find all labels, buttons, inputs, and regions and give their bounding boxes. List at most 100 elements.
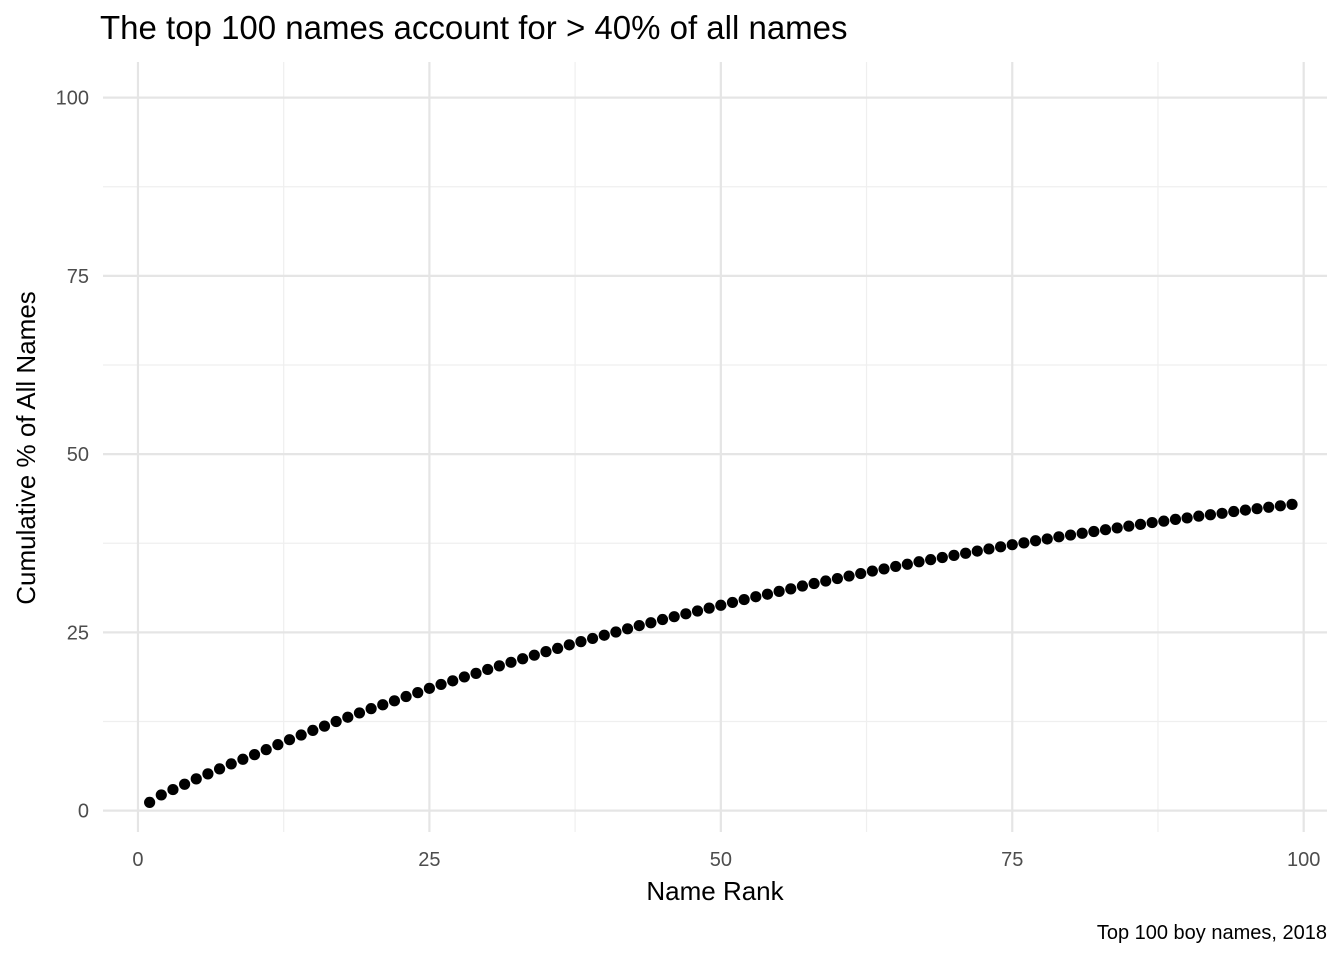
data-point	[890, 560, 902, 573]
data-point	[342, 711, 354, 723]
data-point	[866, 565, 878, 577]
data-point	[167, 783, 179, 796]
data-point	[633, 619, 645, 632]
data-point	[761, 588, 774, 600]
x-tick-label: 25	[418, 849, 440, 871]
data-point	[913, 556, 925, 568]
data-point	[575, 636, 587, 648]
data-point	[470, 667, 482, 679]
data-point	[528, 649, 540, 661]
data-point	[1006, 539, 1018, 551]
data-point	[552, 642, 564, 655]
x-tick-label: 0	[132, 849, 143, 871]
data-point	[1251, 503, 1263, 515]
data-point	[1123, 520, 1135, 532]
data-point	[621, 623, 634, 635]
data-point	[1076, 527, 1088, 539]
data-point	[482, 663, 494, 676]
y-tick-label: 0	[78, 801, 89, 823]
data-point	[388, 695, 401, 707]
chart-caption: Top 100 boy names, 2018	[1097, 922, 1327, 944]
data-point	[505, 656, 517, 668]
data-point	[995, 541, 1007, 553]
data-point	[855, 567, 867, 580]
data-points	[144, 498, 1298, 809]
data-point	[785, 583, 797, 595]
data-point	[750, 591, 762, 603]
data-point	[703, 602, 715, 614]
data-point	[493, 660, 505, 672]
data-point	[1029, 535, 1042, 547]
data-point	[656, 613, 669, 626]
data-point	[1053, 531, 1065, 543]
data-point	[738, 593, 750, 606]
data-point	[1111, 522, 1123, 534]
data-point	[901, 558, 913, 570]
x-tick-label: 75	[1001, 849, 1023, 871]
data-point	[179, 778, 191, 790]
data-point	[377, 699, 389, 711]
y-axis-label: Cumulative % of All Names	[11, 291, 41, 605]
tick-labels: 0 25 50 75 100 0 25 50 75 100	[56, 88, 1321, 871]
data-point	[796, 580, 809, 592]
data-point	[983, 543, 995, 555]
data-point	[1263, 501, 1275, 513]
data-point	[365, 703, 377, 715]
y-tick-label: 25	[67, 622, 89, 644]
x-axis-label: Name Rank	[646, 876, 784, 906]
data-point	[691, 605, 704, 617]
data-point	[330, 715, 342, 728]
data-point	[598, 629, 610, 641]
y-tick-label: 50	[67, 444, 89, 466]
data-point	[563, 639, 575, 651]
data-point	[960, 547, 972, 559]
data-point	[1216, 507, 1228, 519]
data-point	[540, 646, 552, 658]
data-point	[307, 724, 319, 737]
data-point	[936, 551, 948, 564]
data-point	[1158, 515, 1170, 527]
data-point	[971, 545, 983, 557]
data-point	[283, 734, 296, 746]
data-point	[237, 753, 249, 765]
data-point	[1286, 498, 1298, 510]
x-tick-label: 100	[1287, 849, 1320, 871]
data-point	[1274, 500, 1286, 512]
data-point	[1181, 512, 1193, 524]
data-point	[808, 577, 820, 590]
data-point	[831, 572, 844, 585]
data-point	[447, 675, 459, 687]
x-tick-label: 50	[710, 849, 732, 871]
data-point	[213, 763, 226, 775]
data-point	[272, 739, 284, 751]
data-point	[925, 554, 937, 566]
data-point	[517, 653, 529, 665]
data-point	[1099, 524, 1112, 536]
data-point	[1064, 529, 1077, 541]
data-point	[1239, 504, 1251, 516]
data-point	[1146, 516, 1158, 529]
data-point	[353, 707, 366, 719]
data-point	[1134, 518, 1147, 530]
data-point	[225, 758, 237, 770]
data-point	[878, 563, 890, 575]
data-point	[843, 570, 855, 582]
data-point	[400, 690, 412, 703]
data-point	[1228, 505, 1240, 518]
data-point	[680, 608, 692, 620]
chart-title: The top 100 names account for > 40% of a…	[100, 9, 848, 46]
data-point	[202, 768, 214, 780]
y-tick-label: 75	[67, 266, 89, 288]
y-tick-label: 100	[56, 88, 89, 110]
data-point	[948, 549, 960, 561]
data-point	[155, 789, 167, 801]
data-point	[820, 575, 832, 587]
data-point	[260, 744, 272, 756]
data-point	[610, 626, 622, 638]
data-point	[773, 585, 785, 597]
data-point	[144, 796, 156, 809]
data-point	[1088, 525, 1100, 538]
data-point	[1193, 510, 1205, 522]
data-point	[318, 720, 331, 732]
